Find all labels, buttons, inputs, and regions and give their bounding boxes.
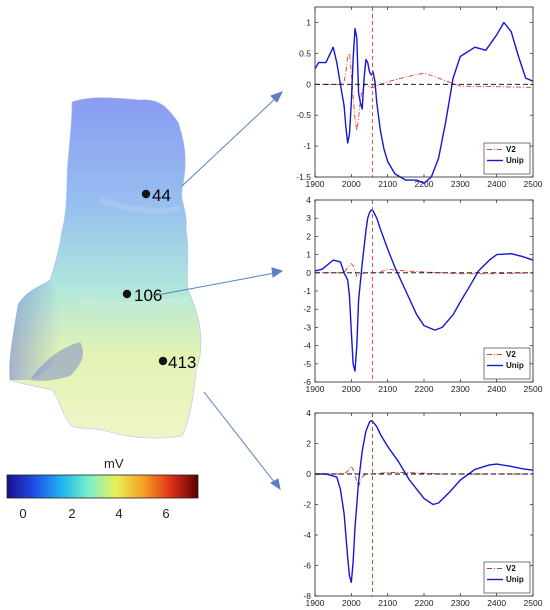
x-tick-label: 2000	[342, 384, 361, 394]
y-tick-label: -0.5	[296, 110, 311, 120]
legend-label-unip: Unip	[506, 361, 524, 370]
x-tick-label: 2500	[524, 384, 543, 394]
legend-box	[483, 142, 531, 175]
x-tick-label: 2100	[378, 179, 397, 189]
x-tick-label: 2000	[342, 179, 361, 189]
point-106[interactable]: 106	[122, 286, 163, 305]
y-tick-label: -5	[303, 359, 311, 369]
x-tick-label: 2300	[451, 598, 470, 608]
y-tick-label: -1	[303, 286, 311, 296]
atrium-mesh	[9, 97, 202, 439]
point-413-label: 413	[168, 353, 196, 372]
colorbar: mV 0 2 4 6	[6, 456, 199, 521]
x-tick-label: 2400	[487, 598, 506, 608]
x-tick-label: 2200	[415, 179, 434, 189]
y-tick-label: 0.5	[299, 48, 311, 58]
y-tick-label: -6	[303, 377, 311, 387]
y-tick-label: -3	[303, 322, 311, 332]
y-tick-label: -4	[303, 530, 311, 540]
legend-box	[483, 347, 531, 380]
point-44[interactable]: 44	[141, 186, 171, 205]
legend-label-v2: V2	[506, 350, 516, 359]
arrow-head-2	[271, 267, 284, 278]
y-tick-label: -1.5	[296, 172, 311, 182]
x-tick-label: 1900	[306, 179, 325, 189]
chart-point-413: 1900 2000 2100 2200 2300 2400 2500 -8 -6 -4 -2 0 2 4 V…	[303, 408, 542, 608]
y-tick-label: 0	[306, 79, 311, 89]
y-tick-label: -4	[303, 341, 311, 351]
point-413-marker[interactable]	[158, 356, 168, 366]
x-tick-label: 2500	[524, 598, 543, 608]
y-tick-label: 4	[306, 408, 311, 418]
colorbar-gradient	[6, 474, 199, 499]
colorbar-unit: mV	[104, 456, 124, 471]
x-tick-label: 2100	[378, 598, 397, 608]
legend-box	[483, 561, 531, 594]
y-tick-label: -6	[303, 561, 311, 571]
legend: V2 Unip	[483, 561, 531, 594]
y-tick-label: -8	[303, 591, 311, 601]
x-tick-label: 2300	[451, 179, 470, 189]
y-tick-label: -2	[303, 500, 311, 510]
colorbar-tick-2: 2	[68, 506, 75, 521]
point-106-marker[interactable]	[122, 289, 132, 299]
colorbar-tick-4: 4	[115, 506, 122, 521]
colorbar-tick-6: 6	[162, 506, 169, 521]
axes-frame	[314, 412, 534, 597]
arrow-head-3	[270, 478, 281, 491]
legend-label-unip: Unip	[506, 156, 524, 165]
axes-frame	[314, 199, 534, 383]
chart-point-106: 1900 2000 2100 2200 2300 2400 2500 -6 -5 -4 -3 -2 -1…	[303, 195, 542, 394]
arrow-to-plot-1	[181, 96, 278, 187]
y-tick-label: -2	[303, 304, 311, 314]
y-tick-label: 1	[306, 17, 311, 27]
x-tick-label: 1900	[306, 598, 325, 608]
x-tick-label: 2200	[415, 384, 434, 394]
x-tick-label: 2300	[451, 384, 470, 394]
legend-label-unip: Unip	[506, 575, 524, 584]
arrow-head-1	[270, 91, 284, 103]
y-tick-label: 0	[306, 469, 311, 479]
x-tick-label: 2100	[378, 384, 397, 394]
x-tick-label: 1900	[306, 384, 325, 394]
x-tick-label: 2200	[415, 598, 434, 608]
legend-label-v2: V2	[506, 564, 516, 573]
legend: V2 Unip	[483, 142, 531, 175]
legend: V2 Unip	[483, 347, 531, 380]
y-tick-label: -1	[303, 141, 311, 151]
y-tick-label: 2	[306, 231, 311, 241]
chart-point-44: 1900 2000 2100 2200 2300 2400 2500 -1.5 -1 -0.5 0 0…	[296, 6, 543, 189]
series-line-unip	[314, 209, 534, 372]
series-line-unip	[314, 21, 534, 184]
y-tick-label: 1	[306, 250, 311, 260]
arrow-to-plot-2	[151, 272, 276, 297]
arrow-to-plot-3	[203, 391, 276, 484]
point-44-marker[interactable]	[141, 189, 151, 199]
y-tick-label: 3	[306, 213, 311, 223]
legend-label-v2: V2	[506, 145, 516, 154]
point-413[interactable]: 413	[158, 353, 197, 372]
series-line-v2	[315, 51, 534, 131]
series-line-unip	[315, 419, 534, 583]
arrows	[151, 91, 284, 491]
x-tick-label: 2400	[487, 179, 506, 189]
y-tick-label: 2	[306, 439, 311, 449]
x-tick-label: 2400	[487, 384, 506, 394]
point-44-label: 44	[152, 186, 171, 205]
point-106-label: 106	[134, 286, 162, 305]
x-tick-label: 2500	[524, 179, 543, 189]
y-tick-label: 0	[306, 268, 311, 278]
y-tick-label: 4	[306, 195, 311, 205]
series-line-v2	[315, 263, 534, 278]
x-tick-label: 2000	[342, 598, 361, 608]
series-line-v2	[315, 465, 533, 488]
colorbar-tick-0: 0	[19, 506, 26, 521]
axes-frame	[314, 6, 534, 178]
